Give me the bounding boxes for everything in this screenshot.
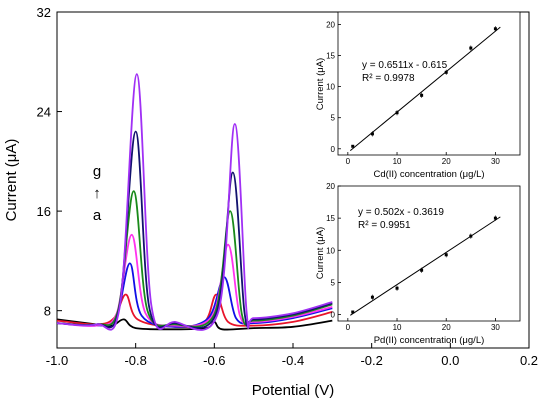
cd-x-tick-label-3: 30: [491, 157, 500, 166]
cd-x-ticks: 0 10 20 30: [346, 152, 500, 166]
cd-data-point-5: [469, 46, 473, 50]
cd-data-marks: [349, 26, 501, 151]
cd-x-axis-label: Cd(II) concentration (μg/L): [373, 169, 484, 180]
cd-y-tick-label-3: 15: [326, 52, 335, 61]
main-x-tick-label-0: -1.0: [46, 353, 68, 368]
pd-y-tick-label-1: 5: [331, 278, 336, 287]
main-y-tick-label-3: 32: [37, 5, 51, 20]
main-x-tick-label-6: 0.2: [520, 353, 538, 368]
cd-y-axis-label: Current (μA): [315, 58, 326, 110]
pd-data-marks: [350, 215, 501, 316]
main-x-axis-label: Potential (V): [252, 382, 335, 399]
cd-data-point-3: [420, 93, 424, 97]
cd-equation: y = 0.6511x - 0.615: [362, 60, 448, 71]
inset-pd-frame: [337, 185, 521, 322]
pd-y-ticks: 0 5 10 15 20: [326, 182, 341, 320]
main-y-tick-label-0: 8: [44, 304, 51, 319]
main-series-group: [56, 73, 333, 331]
cd-r-squared: R² = 0.9978: [362, 73, 415, 84]
cd-fit-line: [349, 26, 501, 151]
pd-data-point-5: [469, 234, 473, 238]
main-chart: -1.0 -0.8 -0.6 -0.4 -0.2 0.0 0.2 8 16 24 32 Poten…: [3, 5, 538, 399]
cd-x-tick-label-0: 0: [346, 157, 351, 166]
cd-y-tick-label-1: 5: [331, 114, 336, 123]
cd-data-point-0: [351, 144, 355, 148]
cd-y-tick-label-4: 20: [326, 20, 335, 29]
cd-x-tick-label-2: 20: [442, 157, 451, 166]
main-series-line-6: [56, 73, 333, 331]
inset-pd-chart: 0 10 20 30 0 5 10 15 20 y = 0.502x - 0.3619 R² …: [315, 182, 521, 346]
cd-y-tick-label-2: 10: [326, 83, 335, 92]
pd-data-point-3: [420, 268, 424, 272]
main-x-tick-label-2: -0.6: [203, 353, 225, 368]
pd-y-axis-label: Current (μA): [315, 227, 326, 279]
pd-r-squared: R² = 0.9951: [358, 220, 411, 231]
main-x-ticks: -1.0 -0.8 -0.6 -0.4 -0.2 0.0 0.2: [46, 343, 538, 368]
pd-y-tick-label-2: 10: [326, 246, 335, 255]
main-x-tick-label-1: -0.8: [124, 353, 146, 368]
pd-data-point-6: [493, 216, 497, 220]
main-x-tick-label-5: 0.0: [441, 353, 459, 368]
pd-x-tick-label-0: 0: [346, 323, 351, 332]
pd-y-tick-label-0: 0: [331, 311, 336, 320]
pd-x-tick-label-3: 30: [491, 323, 500, 332]
pd-data-point-4: [444, 253, 448, 257]
main-series-line-3: [56, 233, 333, 328]
pd-data-point-1: [370, 295, 374, 299]
pd-x-tick-label-1: 10: [393, 323, 402, 332]
pd-y-tick-label-3: 15: [326, 214, 335, 223]
annotation-a: a: [93, 207, 102, 224]
cd-data-point-1: [370, 132, 374, 136]
main-y-tick-label-1: 16: [37, 204, 51, 219]
cd-data-point-2: [395, 111, 399, 115]
pd-fit-line: [350, 216, 501, 316]
pd-y-tick-label-4: 20: [326, 182, 335, 191]
pd-x-axis-label: Pd(II) concentration (μg/L): [374, 335, 485, 346]
annotation-g: g: [93, 163, 101, 180]
pd-data-point-0: [351, 310, 355, 314]
pd-data-point-2: [395, 286, 399, 290]
cd-data-point-6: [493, 27, 497, 31]
main-x-tick-label-4: -0.2: [360, 353, 382, 368]
main-x-tick-label-3: -0.4: [282, 353, 304, 368]
main-series-line-1: [56, 293, 333, 328]
pd-x-ticks: 0 10 20 30: [346, 318, 500, 332]
cd-x-tick-label-1: 10: [393, 157, 402, 166]
inset-cd-chart: 0 10 20 30 0 5 10 15 20 y = 0.6511x - 0.615 R² …: [315, 11, 521, 180]
pd-x-tick-label-2: 20: [442, 323, 451, 332]
cd-data-point-4: [444, 70, 448, 74]
main-series-line-5: [56, 130, 333, 329]
main-y-ticks: 8 16 24 32: [37, 5, 62, 319]
annotation-arrow: ↑: [93, 185, 101, 202]
main-y-tick-label-2: 24: [37, 105, 51, 120]
pd-equation: y = 0.502x - 0.3619: [358, 207, 444, 218]
cd-y-ticks: 0 5 10 15 20: [326, 20, 341, 154]
main-y-axis-label: Current (μA): [3, 139, 20, 222]
cd-y-tick-label-0: 0: [331, 145, 336, 154]
